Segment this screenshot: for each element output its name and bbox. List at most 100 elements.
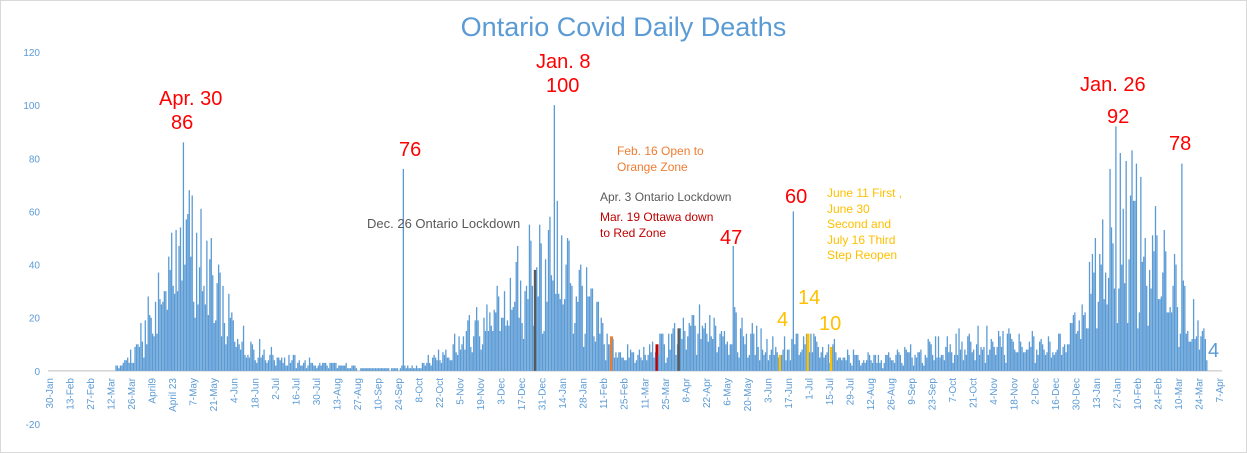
daily-death-bar bbox=[254, 360, 256, 371]
daily-death-bar bbox=[930, 344, 932, 371]
daily-death-bar bbox=[439, 360, 441, 371]
daily-death-bar bbox=[361, 368, 363, 371]
x-tick-label: 3-Jun bbox=[763, 378, 774, 403]
daily-death-bar bbox=[732, 245, 734, 371]
daily-death-bar bbox=[408, 368, 410, 371]
daily-death-bar bbox=[301, 365, 303, 371]
daily-death-bar bbox=[429, 362, 431, 371]
daily-death-bar bbox=[691, 315, 693, 371]
daily-death-bar bbox=[619, 352, 621, 371]
daily-death-bar bbox=[461, 344, 463, 371]
daily-death-bar bbox=[587, 296, 589, 371]
daily-death-bar bbox=[761, 349, 764, 371]
daily-death-bar bbox=[132, 362, 135, 371]
daily-death-bar bbox=[201, 291, 204, 371]
daily-death-bar bbox=[1166, 312, 1168, 371]
daily-death-bar bbox=[697, 333, 699, 371]
x-tick-label: 4-Nov bbox=[989, 378, 1000, 405]
daily-death-bar bbox=[566, 238, 569, 371]
x-tick-label: 30-Jan bbox=[45, 378, 56, 409]
daily-death-bar bbox=[467, 320, 469, 371]
daily-death-bar bbox=[283, 357, 286, 371]
daily-death-bar bbox=[1200, 336, 1202, 371]
daily-death-bar bbox=[700, 338, 702, 371]
daily-death-bar bbox=[990, 338, 992, 371]
daily-death-bar bbox=[157, 272, 160, 371]
daily-death-bar bbox=[562, 304, 564, 371]
daily-death-bar bbox=[264, 360, 267, 371]
daily-death-bar bbox=[810, 333, 812, 371]
daily-death-bar bbox=[1134, 200, 1136, 371]
annotation-value-10: 10 bbox=[819, 313, 842, 335]
daily-death-bar bbox=[390, 368, 393, 371]
daily-death-bar bbox=[219, 272, 221, 371]
daily-death-bar bbox=[376, 368, 378, 371]
x-tick-label: 19-Nov bbox=[476, 378, 487, 410]
daily-death-bar bbox=[1160, 296, 1163, 371]
daily-death-bar bbox=[305, 368, 308, 371]
daily-death-bar bbox=[555, 293, 557, 371]
daily-death-bar bbox=[426, 362, 428, 371]
daily-death-bar bbox=[471, 352, 473, 371]
daily-death-bar bbox=[987, 354, 989, 371]
daily-death-bar bbox=[244, 354, 246, 371]
x-tick-label: 24-Mar bbox=[1194, 377, 1205, 409]
daily-death-bar bbox=[561, 235, 563, 371]
daily-death-bar bbox=[382, 368, 384, 371]
daily-death-bar bbox=[165, 291, 167, 371]
daily-death-bar bbox=[162, 301, 164, 371]
daily-death-bar bbox=[1119, 152, 1121, 371]
x-tick-label: 17-Jun bbox=[784, 378, 795, 409]
daily-death-bar bbox=[980, 346, 982, 371]
daily-death-bar bbox=[1065, 352, 1067, 371]
daily-death-bar bbox=[445, 349, 447, 371]
daily-death-bar bbox=[515, 261, 517, 371]
daily-death-bar bbox=[549, 216, 551, 371]
daily-death-bar bbox=[712, 338, 714, 371]
daily-death-bar bbox=[319, 362, 321, 371]
daily-death-bar bbox=[572, 333, 575, 371]
x-tick-label: 11-Feb bbox=[599, 378, 610, 409]
daily-death-bar bbox=[509, 277, 512, 371]
daily-death-bar bbox=[1154, 206, 1157, 371]
daily-death-bar bbox=[320, 365, 322, 371]
daily-death-bar bbox=[1061, 354, 1063, 371]
daily-death-bar bbox=[338, 365, 340, 371]
daily-death-bar bbox=[225, 344, 227, 371]
daily-death-bar bbox=[896, 349, 899, 371]
daily-death-bar bbox=[128, 362, 130, 371]
daily-death-bar bbox=[984, 362, 987, 371]
daily-death-bar bbox=[1033, 336, 1035, 371]
daily-death-bar bbox=[590, 288, 592, 371]
x-tick-label: 13-Feb bbox=[66, 378, 77, 410]
daily-death-bar bbox=[455, 352, 457, 371]
x-tick-label: 10-Sep bbox=[373, 378, 384, 411]
x-tick-label: 10-Feb bbox=[1133, 378, 1144, 410]
daily-death-bar bbox=[637, 354, 639, 371]
daily-death-bar bbox=[857, 354, 859, 371]
daily-death-bar bbox=[118, 368, 120, 371]
daily-death-bar bbox=[827, 344, 830, 371]
daily-death-bar bbox=[951, 352, 953, 371]
daily-death-bar bbox=[605, 360, 607, 371]
daily-death-bar bbox=[407, 365, 409, 371]
daily-death-bar bbox=[634, 362, 636, 371]
daily-death-bar bbox=[1113, 288, 1116, 371]
daily-death-bar bbox=[194, 317, 196, 371]
daily-death-bar bbox=[129, 349, 132, 371]
daily-death-bar bbox=[673, 323, 676, 371]
daily-death-bar bbox=[668, 333, 670, 371]
daily-death-bar bbox=[713, 317, 715, 371]
daily-death-bar bbox=[1031, 331, 1033, 371]
daily-death-bar bbox=[849, 362, 852, 371]
daily-death-bar bbox=[522, 338, 525, 371]
daily-death-bar bbox=[934, 336, 937, 371]
daily-death-bar bbox=[415, 365, 418, 371]
daily-death-bar bbox=[1088, 261, 1091, 371]
daily-death-bar bbox=[660, 333, 663, 371]
daily-death-bar bbox=[996, 346, 998, 371]
daily-death-bar bbox=[1017, 352, 1019, 371]
x-tick-label: 8-Apr bbox=[681, 377, 692, 402]
daily-death-bar bbox=[669, 349, 671, 371]
daily-death-bar bbox=[184, 264, 186, 371]
